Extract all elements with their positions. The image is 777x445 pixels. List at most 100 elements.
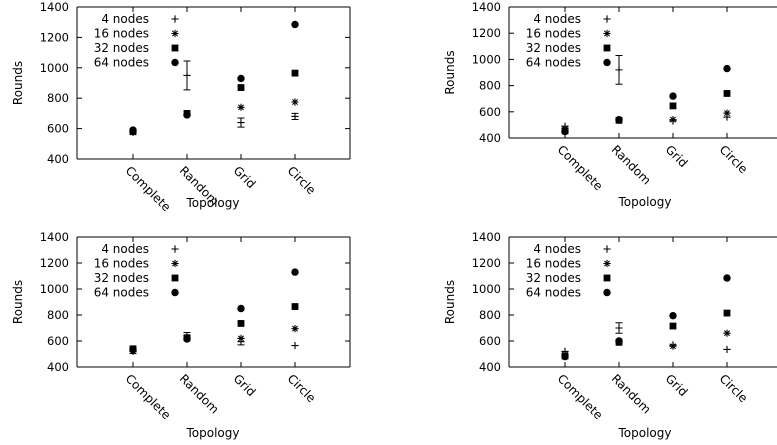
x-axis-title: Topology [618,426,672,440]
legend-marker [603,288,611,297]
data-point [669,311,677,320]
legend-label: 16 nodes [526,257,581,271]
y-tick-label: 1000 [472,282,501,296]
data-point [615,115,623,124]
legend-label: 32 nodes [94,271,149,285]
data-point [669,342,677,350]
legend-marker [171,288,179,297]
x-tick-label: Circle [717,142,751,176]
chart-panel-3: 400 600 800 1000 1200 1400 Complete Random Grid C… [11,230,351,440]
y-tick-label: 1400 [40,0,69,14]
data-point [291,69,299,77]
data-point [183,335,191,343]
data-point [561,127,569,136]
data-point [291,303,299,310]
legend-marker [603,259,611,268]
data-point [723,345,731,354]
data-points [129,268,299,355]
legend-marker [171,15,179,23]
chart-panel-4: 400 600 800 1000 1200 1400 Complete Random Grid C… [443,230,777,440]
data-point [669,322,677,330]
y-axis-title: Rounds [11,280,25,324]
legend-label: 32 nodes [94,41,149,55]
data-point [237,334,245,342]
data-point [183,111,191,119]
y-axis-title: Rounds [11,61,25,105]
data-point [615,66,623,74]
legend-label: 32 nodes [526,41,581,55]
legend-marker [603,245,611,253]
y-tick-label: 1000 [40,61,69,75]
legend-label: 16 nodes [526,27,581,41]
y-tick-label: 1400 [472,230,501,244]
legend-label: 4 nodes [101,242,149,256]
chart-panel-2: 400 600 800 1000 1200 1400 Complete Random Grid C… [443,0,777,209]
legend-label: 32 nodes [526,271,581,285]
data-point [723,90,731,97]
data-point [183,71,191,79]
data-point [723,309,731,317]
data-point [291,20,299,29]
x-tick-label: Complete [555,371,606,422]
x-tick-label: Circle [717,371,751,405]
x-tick-label: Grid [231,371,259,399]
data-point [291,98,299,106]
x-tick-label: Complete [123,163,174,214]
data-point [723,274,731,282]
legend-marker [171,44,179,52]
data-point [561,352,569,361]
data-point [669,102,677,110]
x-axis-title: Topology [618,195,672,209]
y-tick-label: 600 [47,122,69,136]
legend-label: 16 nodes [94,257,149,271]
axes: 400 600 800 1000 1200 1400 Complete Random Grid C… [472,0,777,193]
data-point [291,112,299,121]
data-point [615,337,623,345]
y-tick-label: 800 [479,308,501,322]
data-point [237,74,245,83]
data-point [237,320,245,327]
x-axis-title: Topology [186,196,240,210]
x-tick-label: Circle [285,163,319,197]
y-tick-label: 1400 [40,230,69,244]
legend-marker [603,58,611,67]
x-tick-label: Random [609,371,654,416]
y-tick-label: 800 [47,91,69,105]
data-point [669,116,677,124]
legend-label: 4 nodes [533,242,581,256]
legend-label: 64 nodes [526,56,581,70]
legend-marker [171,274,179,282]
x-tick-label: Circle [285,371,319,405]
x-tick-label: Grid [231,163,259,191]
y-tick-label: 1200 [40,256,69,270]
y-tick-label: 400 [479,131,501,145]
x-tick-label: Complete [555,142,606,193]
legend-label: 4 nodes [533,12,581,26]
legend-marker [603,44,611,52]
legend-label: 4 nodes [101,12,149,26]
legend-marker [171,29,179,38]
y-tick-label: 400 [479,360,501,374]
axes: 400 600 800 1000 1200 1400 Complete Random Grid C… [40,230,351,422]
legend-label: 16 nodes [94,27,149,41]
y-tick-label: 1200 [40,30,69,44]
x-tick-label: Complete [123,371,174,422]
legend-marker [171,259,179,268]
y-tick-label: 800 [47,308,69,322]
y-tick-label: 400 [47,360,69,374]
legend-label: 64 nodes [94,56,149,70]
y-axis-title: Rounds [443,280,457,324]
y-axis-title: Rounds [443,50,457,94]
data-point [129,126,137,134]
y-tick-label: 600 [47,334,69,348]
y-tick-label: 1000 [472,52,501,66]
x-tick-label: Random [177,371,222,416]
data-point [237,103,245,111]
data-point [237,84,245,91]
